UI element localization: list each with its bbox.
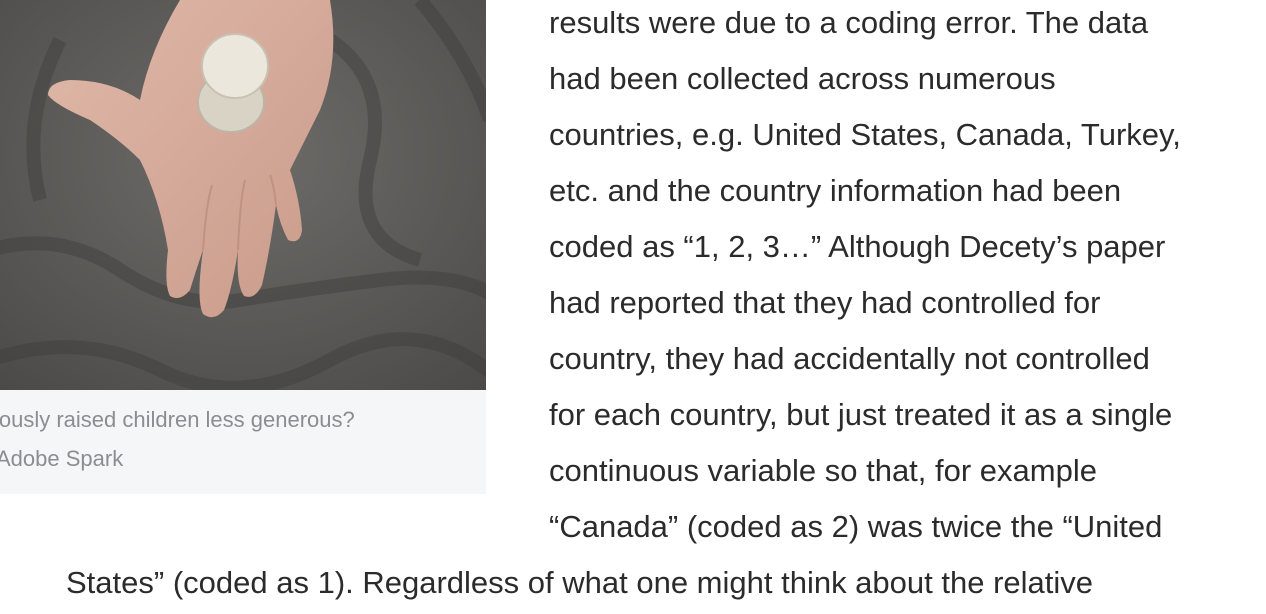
article-line: for each country, but just treated it as…: [549, 397, 1173, 432]
caption-text: iously raised children less generous?: [0, 407, 355, 432]
article-line: results were due to a coding error. The …: [549, 5, 1149, 40]
article-line: coded as “1, 2, 3…” Although Decety’s pa…: [549, 229, 1166, 264]
caption-credit: Adobe Spark: [0, 446, 124, 471]
article-line: had been collected across numerous: [549, 61, 1056, 96]
article-line: States” (coded as 1). Regardless of what…: [66, 565, 1094, 600]
article-line: continuous variable so that, for example: [549, 453, 1097, 488]
article-line: country, they had accidentally not contr…: [549, 341, 1150, 376]
article-line: etc. and the country information had bee…: [549, 173, 1122, 208]
article-line: countries, e.g. United States, Canada, T…: [549, 117, 1181, 152]
hand-with-coins-photo: [0, 0, 486, 390]
figure-caption: iously raised children less generous? Ad…: [0, 390, 486, 494]
article-figure: iously raised children less generous? Ad…: [0, 0, 486, 494]
article-line: had reported that they had controlled fo…: [549, 285, 1101, 320]
article-line: “Canada” (coded as 2) was twice the “Uni…: [549, 509, 1163, 544]
